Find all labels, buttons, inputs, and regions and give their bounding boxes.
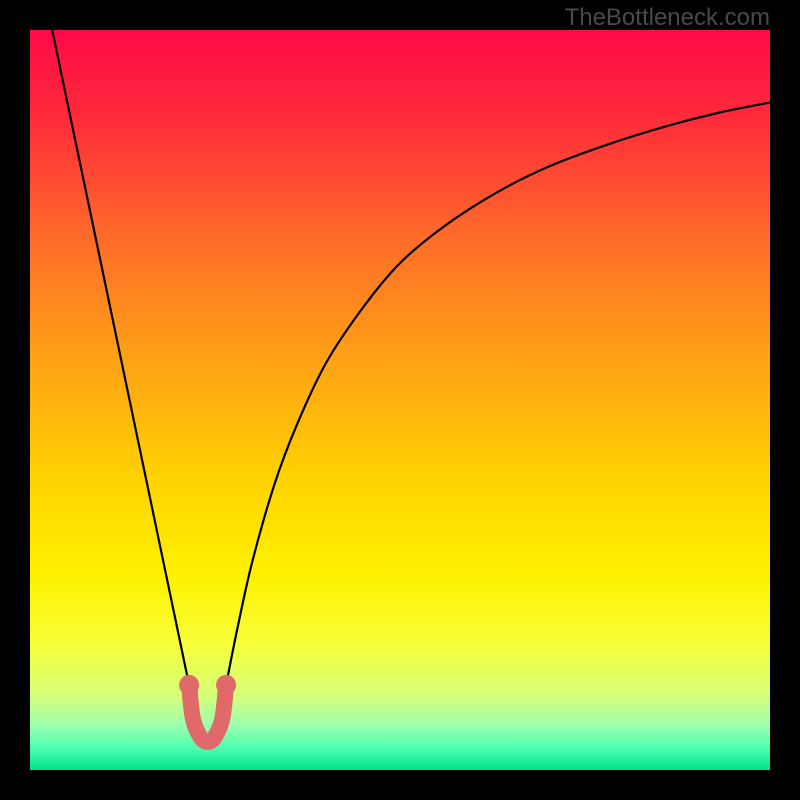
plot-area	[30, 30, 770, 770]
watermark-text: TheBottleneck.com	[565, 4, 770, 32]
chart-frame: TheBottleneck.com	[0, 0, 800, 800]
floor-arc	[189, 685, 226, 742]
curve-left-branch	[52, 30, 189, 685]
floor-arc-end-dot-0	[179, 675, 199, 695]
curve-layer	[30, 30, 770, 770]
floor-arc-end-dot-1	[216, 675, 236, 695]
curve-right-branch	[226, 103, 770, 685]
